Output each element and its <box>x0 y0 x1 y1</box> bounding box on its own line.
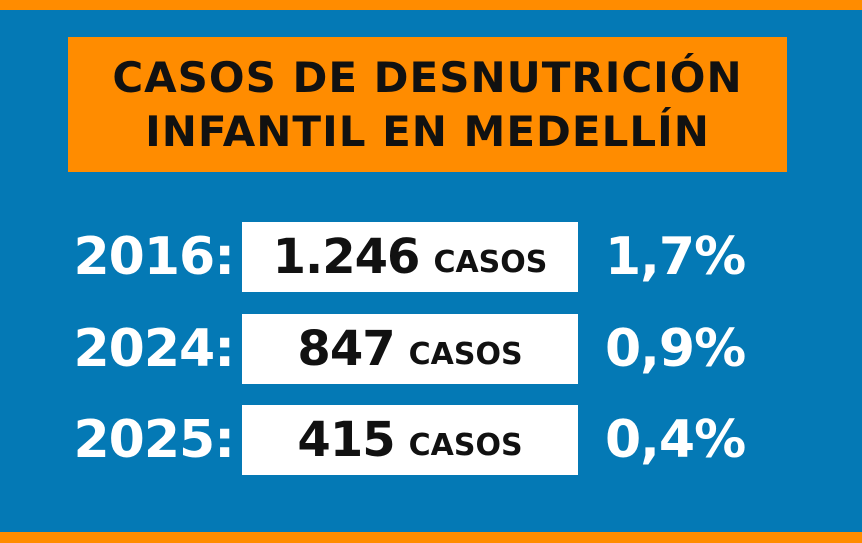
year-label: 2024: <box>73 319 235 379</box>
cases-unit: CASOS <box>408 336 523 372</box>
stat-row-2024: 2024: 847 CASOS 0,9% <box>0 314 862 384</box>
cases-box: 415 CASOS <box>242 405 578 475</box>
cases-count: 847 <box>297 321 395 377</box>
cases-box: 847 CASOS <box>242 314 578 384</box>
percent-value: 0,9% <box>605 319 746 379</box>
headline-line-2: INFANTIL EN MEDELLÍN <box>145 106 710 156</box>
year-label: 2025: <box>73 410 235 470</box>
stat-row-2025: 2025: 415 CASOS 0,4% <box>0 405 862 475</box>
cases-unit: CASOS <box>408 427 523 463</box>
percent-value: 0,4% <box>605 410 746 470</box>
headline-line-1: CASOS DE DESNUTRICIÓN <box>112 52 743 102</box>
cases-unit: CASOS <box>433 244 548 280</box>
cases-box: 1.246 CASOS <box>242 222 578 292</box>
year-label: 2016: <box>73 227 235 287</box>
stat-row-2016: 2016: 1.246 CASOS 1,7% <box>0 222 862 292</box>
top-border <box>0 0 862 10</box>
headline-box: CASOS DE DESNUTRICIÓN INFANTIL EN MEDELL… <box>68 37 787 172</box>
bottom-border <box>0 532 862 543</box>
cases-count: 1.246 <box>272 229 421 285</box>
cases-count: 415 <box>297 412 395 468</box>
percent-value: 1,7% <box>605 227 746 287</box>
